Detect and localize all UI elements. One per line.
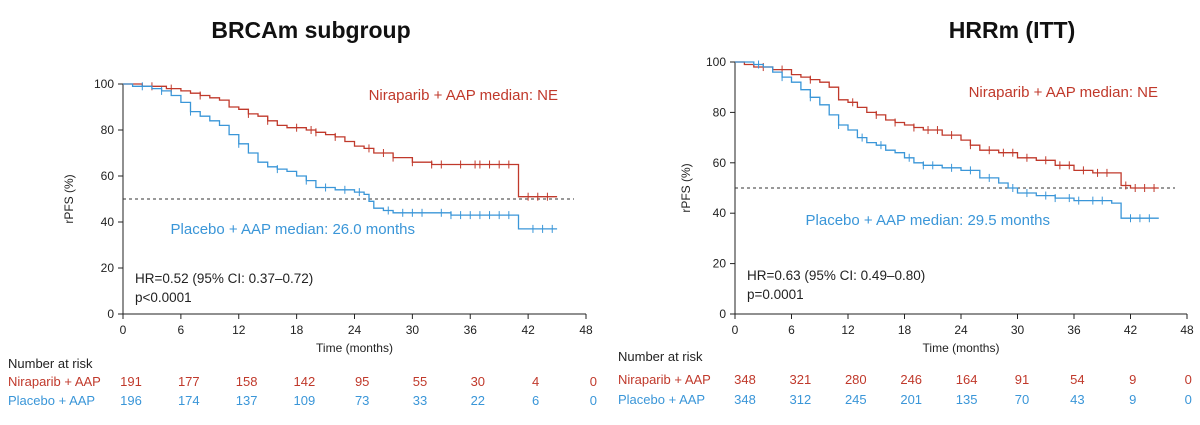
x-tick-label: 18 xyxy=(290,323,304,337)
risk-value: 22 xyxy=(471,393,485,408)
x-axis-label: Time (months) xyxy=(316,341,393,355)
risk-value: 280 xyxy=(845,372,867,387)
series-placebo: Placebo + AAP median: 29.5 months xyxy=(735,60,1159,229)
risk-value: 158 xyxy=(236,374,258,389)
y-tick-label: 60 xyxy=(713,156,727,170)
chart-title: BRCAm subgroup xyxy=(211,17,410,43)
x-tick-label: 30 xyxy=(1011,323,1025,337)
y-tick-label: 20 xyxy=(713,257,727,271)
risk-value: 4 xyxy=(532,374,539,389)
x-tick-label: 42 xyxy=(521,323,535,337)
risk-value: 312 xyxy=(790,392,812,407)
km-curve xyxy=(735,61,1159,189)
y-tick-label: 20 xyxy=(101,261,115,275)
risk-value: 137 xyxy=(236,393,258,408)
risk-value: 109 xyxy=(294,393,316,408)
risk-value: 174 xyxy=(178,393,200,408)
median-label: Niraparib + AAP median: NE xyxy=(969,84,1158,101)
median-label: Placebo + AAP median: 26.0 months xyxy=(171,221,415,238)
x-tick-label: 42 xyxy=(1124,323,1138,337)
risk-value: 201 xyxy=(900,392,922,407)
risk-value: 0 xyxy=(590,374,597,389)
p-value-text: p<0.0001 xyxy=(135,290,192,305)
x-axis-label: Time (months) xyxy=(923,341,1000,355)
x-tick-label: 36 xyxy=(1067,323,1081,337)
y-axis-label: rPFS (%) xyxy=(62,174,76,223)
risk-table: Number at risk Niraparib + AAP 191 177 158 14… xyxy=(8,356,597,408)
risk-row-label: Niraparib + AAP xyxy=(8,374,101,389)
risk-value: 30 xyxy=(471,374,485,389)
risk-value: 43 xyxy=(1070,392,1084,407)
y-tick-label: 60 xyxy=(101,169,115,183)
y-tick-label: 0 xyxy=(107,307,114,321)
risk-value: 196 xyxy=(120,393,142,408)
risk-value: 55 xyxy=(413,374,427,389)
risk-value: 95 xyxy=(355,374,369,389)
km-panel-2: HRRm (ITT) 0 6 12 18 24 30 36 42 48 0 20 40 60 80 100 Ti… xyxy=(618,17,1194,407)
x-tick-label: 0 xyxy=(120,323,127,337)
risk-value: 54 xyxy=(1070,372,1084,387)
risk-table-header: Number at risk xyxy=(618,349,703,364)
risk-value: 348 xyxy=(734,372,756,387)
risk-value: 348 xyxy=(734,392,756,407)
km-curve xyxy=(123,83,558,230)
hazard-ratio-text: HR=0.52 (95% CI: 0.37–0.72) xyxy=(135,271,313,286)
chart-title: HRRm (ITT) xyxy=(949,17,1075,43)
x-tick-label: 6 xyxy=(788,323,795,337)
risk-value: 135 xyxy=(956,392,978,407)
risk-row-label: Placebo + AAP xyxy=(618,392,705,407)
km-curve xyxy=(735,61,1159,219)
y-tick-label: 40 xyxy=(713,206,727,220)
risk-row-label: Placebo + AAP xyxy=(8,393,95,408)
x-tick-label: 30 xyxy=(406,323,420,337)
risk-value: 142 xyxy=(294,374,316,389)
y-tick-label: 0 xyxy=(719,307,726,321)
y-tick-label: 100 xyxy=(706,55,726,69)
x-tick-label: 36 xyxy=(464,323,478,337)
risk-value: 91 xyxy=(1015,372,1029,387)
risk-value: 73 xyxy=(355,393,369,408)
y-axis-label: rPFS (%) xyxy=(679,163,693,212)
x-tick-label: 24 xyxy=(348,323,362,337)
x-tick-label: 12 xyxy=(232,323,246,337)
risk-row-label: Niraparib + AAP xyxy=(618,372,711,387)
x-tick-label: 6 xyxy=(178,323,185,337)
series-niraparib: Niraparib + AAP median: NE xyxy=(735,61,1159,192)
risk-value: 0 xyxy=(590,393,597,408)
risk-value: 9 xyxy=(1129,392,1136,407)
risk-table: Number at risk Niraparib + AAP 348 321 280 24… xyxy=(618,349,1192,407)
risk-value: 33 xyxy=(413,393,427,408)
risk-value: 164 xyxy=(956,372,978,387)
y-tick-label: 80 xyxy=(713,105,727,119)
risk-value: 245 xyxy=(845,392,867,407)
risk-value: 6 xyxy=(532,393,539,408)
hazard-ratio-text: HR=0.63 (95% CI: 0.49–0.80) xyxy=(747,268,925,283)
median-label: Niraparib + AAP median: NE xyxy=(369,87,558,104)
risk-value: 246 xyxy=(900,372,922,387)
risk-value: 191 xyxy=(120,374,142,389)
series-niraparib: Niraparib + AAP median: NE xyxy=(123,82,558,201)
x-tick-label: 18 xyxy=(898,323,912,337)
x-tick-label: 48 xyxy=(579,323,593,337)
x-tick-label: 24 xyxy=(954,323,968,337)
risk-value: 0 xyxy=(1185,372,1192,387)
y-tick-label: 40 xyxy=(101,215,115,229)
risk-table-header: Number at risk xyxy=(8,356,93,371)
risk-value: 9 xyxy=(1129,372,1136,387)
y-tick-label: 100 xyxy=(94,77,114,91)
x-tick-label: 48 xyxy=(1180,323,1194,337)
risk-value: 70 xyxy=(1015,392,1029,407)
risk-value: 0 xyxy=(1185,392,1192,407)
x-tick-label: 0 xyxy=(732,323,739,337)
p-value-text: p=0.0001 xyxy=(747,287,804,302)
y-tick-label: 80 xyxy=(101,123,115,137)
x-tick-label: 12 xyxy=(841,323,855,337)
median-label: Placebo + AAP median: 29.5 months xyxy=(806,212,1050,229)
risk-value: 177 xyxy=(178,374,200,389)
risk-value: 321 xyxy=(790,372,812,387)
series-placebo: Placebo + AAP median: 26.0 months xyxy=(123,82,558,238)
